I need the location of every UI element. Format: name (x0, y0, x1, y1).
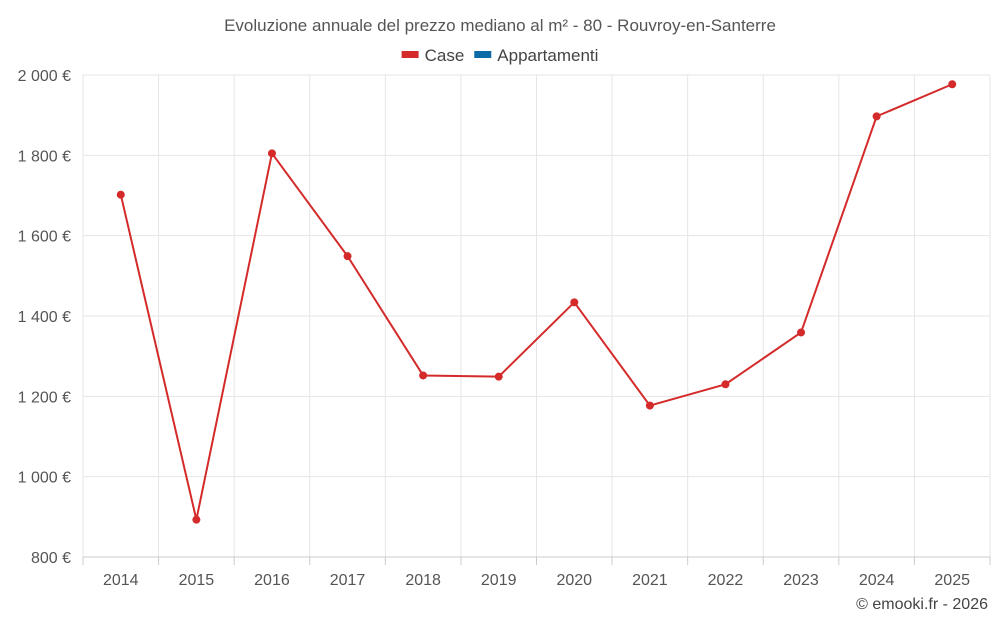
y-tick-label: 2 000 € (18, 68, 71, 85)
data-point[interactable] (116, 190, 125, 199)
x-axis-ticks: 2014 2015 2016 2017 2018 2019 2020 2021 2022 2023… (82, 557, 991, 589)
data-point[interactable] (494, 372, 503, 381)
x-tick-label: 2016 (254, 572, 290, 589)
x-tick-label: 2025 (934, 572, 970, 589)
data-point[interactable] (645, 401, 654, 410)
data-point[interactable] (721, 380, 730, 389)
y-tick-label: 1 800 € (18, 148, 71, 165)
x-tick-label: 2023 (783, 572, 819, 589)
data-point[interactable] (192, 515, 201, 524)
legend-label: Case (425, 46, 465, 65)
data-point[interactable] (872, 112, 881, 121)
x-tick-label: 2021 (632, 572, 668, 589)
data-point[interactable] (570, 298, 579, 307)
legend-item-case[interactable]: Case (401, 46, 465, 65)
data-point[interactable] (419, 371, 428, 380)
y-tick-label: 1 600 € (18, 229, 71, 246)
x-tick-label: 2024 (859, 572, 895, 589)
chart-title: Evoluzione annuale del prezzo mediano al… (224, 16, 776, 35)
y-tick-label: 1 200 € (18, 389, 71, 406)
series-layer (116, 80, 957, 524)
legend[interactable]: Case Appartamenti (401, 46, 599, 65)
x-tick-label: 2017 (330, 572, 366, 589)
legend-swatch (401, 51, 419, 58)
legend-item-appartamenti[interactable]: Appartamenti (474, 46, 598, 65)
x-gridlines (82, 75, 991, 557)
x-tick-label: 2022 (708, 572, 744, 589)
x-tick-label: 2014 (103, 572, 139, 589)
series-line-case (119, 83, 953, 521)
y-tick-label: 1 000 € (18, 470, 71, 487)
data-point[interactable] (797, 328, 806, 337)
x-tick-label: 2018 (405, 572, 441, 589)
x-tick-label: 2019 (481, 572, 517, 589)
legend-label: Appartamenti (497, 46, 598, 65)
data-point[interactable] (343, 252, 352, 261)
data-point[interactable] (948, 80, 957, 89)
x-tick-label: 2015 (179, 572, 215, 589)
y-axis-ticks: 800 € 1 000 € 1 200 € 1 400 € 1 600 € 1 800 €… (18, 68, 71, 567)
data-point[interactable] (267, 149, 276, 158)
legend-swatch (474, 51, 492, 58)
y-tick-label: 1 400 € (18, 309, 71, 326)
credit-text: © emooki.fr - 2026 (856, 596, 988, 613)
y-tick-label: 800 € (31, 550, 71, 567)
x-tick-label: 2020 (556, 572, 592, 589)
